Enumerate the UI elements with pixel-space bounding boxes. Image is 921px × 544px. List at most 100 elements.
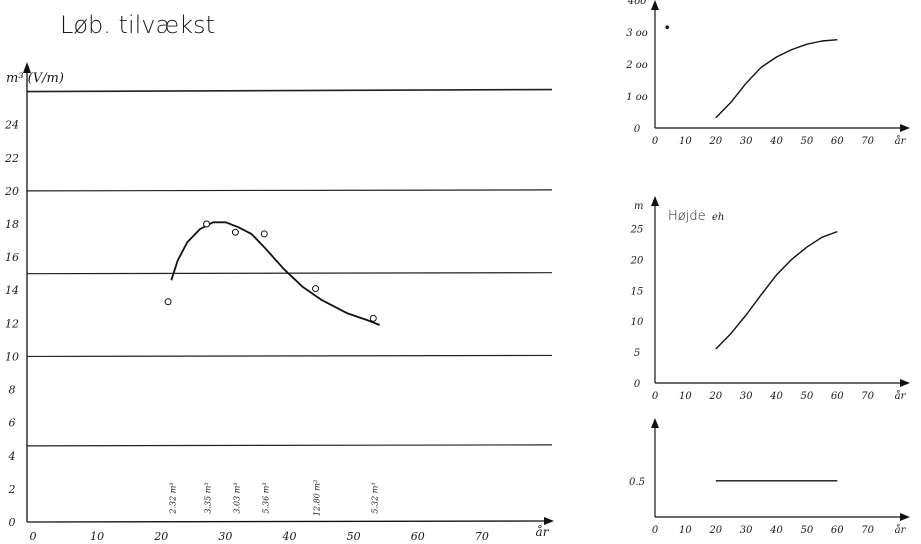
height-chart: 0 10 20 30 40 50 60 70 år 0 5 10 15 20 25 Højde eh m — [630, 196, 910, 402]
y-tick-label: 4 — [8, 450, 16, 463]
chart-title: Højde — [668, 209, 706, 224]
y-tick-label: 0.5 — [629, 477, 645, 488]
x-tick-label: 70 — [861, 525, 874, 536]
point-annotation: 2.32 m³ — [168, 482, 177, 514]
y-tick-label: 25 — [630, 225, 644, 236]
y-tick-label: 4oo — [627, 0, 646, 7]
x-axis-line — [26, 520, 549, 523]
y-tick-label: 22 — [4, 152, 19, 165]
measurement-point — [164, 298, 172, 306]
chart-title: Løb. tilvækst — [60, 11, 215, 39]
x-tick-label: 70 — [861, 391, 874, 402]
ratio-chart: 0 10 20 30 40 50 60 70 år 0.5 — [629, 418, 910, 536]
y-axis-label: m — [634, 201, 643, 212]
x-tick-label: 40 — [769, 136, 783, 147]
y-axis-arrowhead — [651, 0, 659, 10]
x-tick-label: 10 — [679, 136, 692, 147]
y-tick-label: 10 — [631, 317, 644, 328]
y-axis-arrowhead — [23, 62, 31, 73]
x-tick-label: 70 — [475, 530, 489, 543]
y-tick-label: 18 — [5, 218, 19, 231]
y-tick-label: 24 — [4, 119, 19, 132]
x-tick-label: 40 — [282, 530, 297, 543]
y-tick-label: 20 — [630, 255, 644, 266]
x-axis-label: år — [536, 524, 550, 539]
y-tick-label: 2 oo — [625, 60, 648, 71]
y-tick-label: 1 oo — [626, 92, 648, 103]
point-annotation: 5.32 m³ — [370, 482, 379, 513]
horizontal-guide-line — [26, 88, 553, 93]
x-tick-label: 50 — [801, 525, 814, 536]
measurement-point — [312, 285, 320, 293]
point-annotation: 5.36 m³ — [261, 482, 270, 513]
x-tick-label: 0 — [652, 136, 659, 147]
data-curve — [715, 230, 838, 350]
x-tick-label: 20 — [708, 391, 722, 402]
data-curve — [715, 39, 838, 119]
y-tick-label: 6 — [9, 417, 16, 430]
x-tick-label: 50 — [801, 391, 814, 402]
x-axis-label: år — [895, 524, 907, 536]
y-axis-arrowhead — [651, 418, 659, 428]
x-tick-label: 20 — [708, 136, 722, 147]
x-tick-label: 50 — [347, 530, 361, 543]
x-axis-arrowhead — [900, 513, 910, 521]
y-tick-label: 0 — [634, 379, 641, 390]
x-axis-arrowhead — [900, 124, 910, 132]
y-tick-label: 3 oo — [626, 28, 648, 39]
y-tick-label: 12 — [5, 317, 19, 330]
x-tick-label: 40 — [769, 525, 783, 536]
x-tick-label: 40 — [769, 391, 783, 402]
chart-subtitle: eh — [712, 212, 724, 223]
x-tick-label: 10 — [679, 525, 692, 536]
measurement-point — [260, 230, 268, 238]
x-tick-label: 20 — [153, 530, 168, 543]
main-growth-chart: Løb. tilvækst m³ (V/m) 0 10 20 30 40 50 60 70 år 0 2… — [4, 11, 554, 543]
x-axis-arrowhead — [900, 379, 910, 387]
x-tick-label: 30 — [740, 525, 753, 536]
x-tick-label: 0 — [652, 391, 659, 402]
y-tick-label: 10 — [5, 350, 19, 363]
measurement-point — [203, 220, 211, 228]
point-annotation: 3.35 m³ — [204, 482, 213, 513]
x-axis-label: år — [895, 390, 907, 402]
point-annotation: 12.80 m³ — [313, 480, 322, 516]
horizontal-guide-line — [26, 354, 553, 358]
x-tick-label: 10 — [679, 391, 692, 402]
data-point — [665, 25, 669, 30]
x-tick-label: 50 — [801, 136, 814, 147]
x-axis-label: år — [895, 135, 907, 147]
y-tick-label: 8 — [9, 384, 16, 397]
x-tick-label: 70 — [861, 136, 874, 147]
y-tick-label: 15 — [631, 286, 644, 297]
y-axis-label: m³ (V/m) — [6, 71, 64, 86]
horizontal-guide-line — [26, 444, 553, 447]
x-tick-label: 60 — [831, 391, 844, 402]
measurement-point — [369, 314, 377, 322]
horizontal-guide-line — [26, 189, 553, 192]
volume-chart: 0 10 20 30 40 50 60 70 år 0 1 oo 2 oo 3 oo 4oo — [625, 0, 910, 147]
measurement-point — [231, 228, 239, 236]
x-tick-label: 30 — [218, 530, 232, 543]
x-tick-label: 30 — [740, 136, 753, 147]
point-annotation: 3.03 m³ — [232, 482, 241, 513]
x-tick-label: 60 — [411, 530, 425, 543]
growth-curve — [170, 221, 381, 326]
x-tick-label: 60 — [831, 136, 844, 147]
y-tick-label: 0 — [9, 516, 16, 529]
x-tick-label: 30 — [740, 391, 753, 402]
y-tick-label: 0 — [634, 124, 641, 135]
x-axis-arrowhead — [544, 517, 554, 525]
y-tick-label: 2 — [8, 483, 16, 496]
y-tick-label: 16 — [5, 251, 19, 264]
x-tick-label: 10 — [90, 530, 104, 543]
x-tick-label: 0 — [652, 525, 659, 536]
y-tick-label: 14 — [5, 284, 19, 297]
x-tick-label: 60 — [831, 525, 844, 536]
y-axis-arrowhead — [651, 196, 659, 206]
y-tick-label: 5 — [634, 348, 640, 359]
y-tick-label: 20 — [4, 185, 19, 198]
x-tick-label: 0 — [30, 530, 37, 543]
x-tick-label: 20 — [708, 525, 722, 536]
